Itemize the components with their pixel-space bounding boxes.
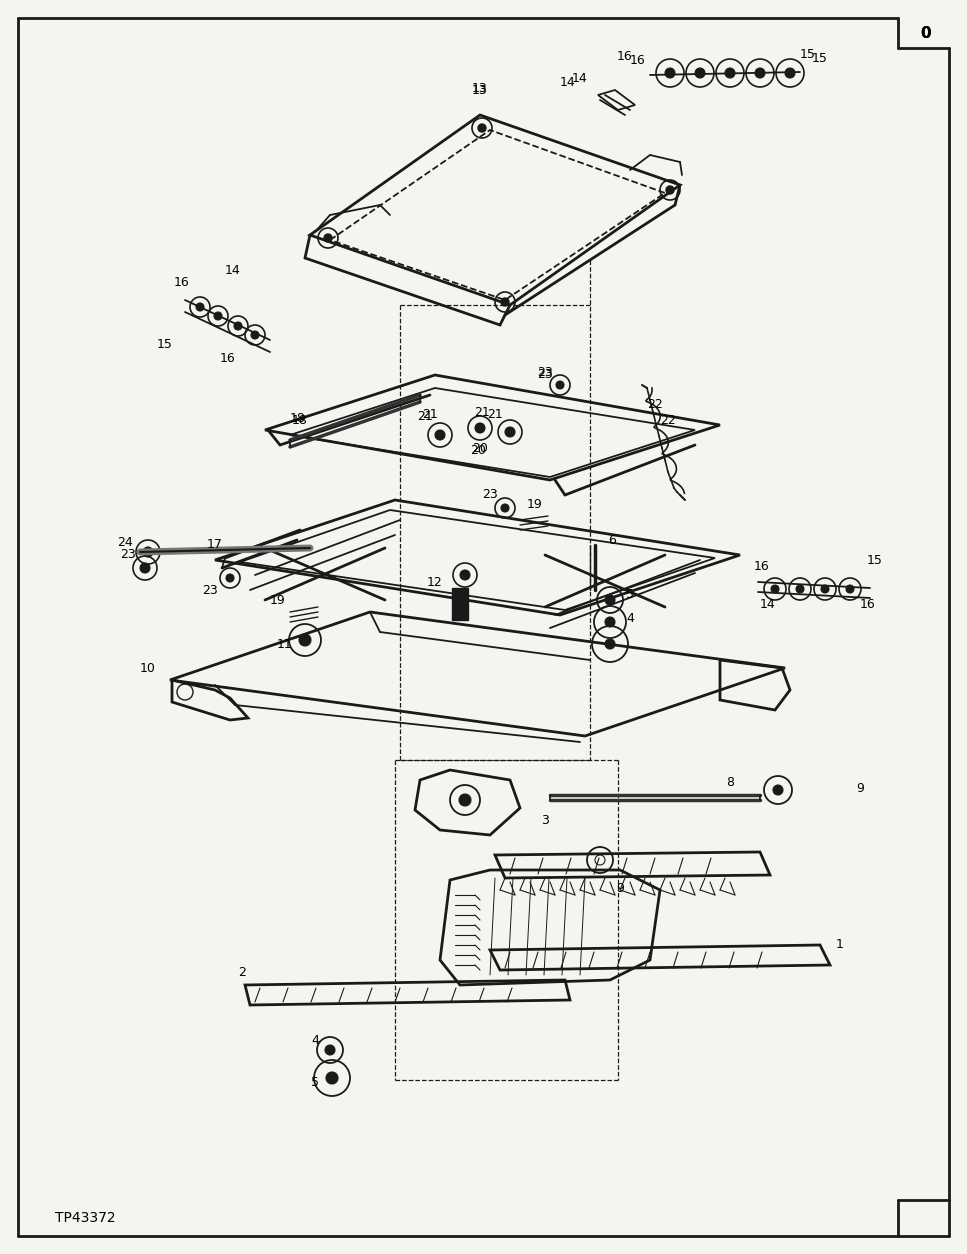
Circle shape	[459, 794, 471, 806]
Text: 24: 24	[117, 535, 132, 548]
Text: 19: 19	[270, 593, 286, 607]
Text: 23: 23	[483, 489, 498, 502]
Circle shape	[214, 312, 222, 320]
Text: 22: 22	[647, 399, 662, 411]
Text: 18: 18	[292, 414, 308, 426]
Text: 9: 9	[616, 882, 624, 894]
Circle shape	[605, 594, 615, 604]
Text: 14: 14	[760, 597, 776, 611]
Text: 20: 20	[472, 441, 488, 454]
Text: 15: 15	[867, 553, 883, 567]
Text: 15: 15	[157, 339, 173, 351]
Text: 20: 20	[470, 444, 486, 456]
Text: 21: 21	[423, 409, 438, 421]
Circle shape	[299, 635, 311, 646]
Text: 11: 11	[278, 638, 293, 652]
Text: 16: 16	[220, 351, 236, 365]
Circle shape	[605, 617, 615, 627]
Circle shape	[326, 1072, 338, 1083]
Circle shape	[460, 571, 470, 581]
Text: 21: 21	[487, 409, 503, 421]
Text: 16: 16	[630, 54, 646, 66]
Text: 9: 9	[856, 781, 864, 795]
Text: 1: 1	[836, 938, 844, 952]
Circle shape	[143, 547, 153, 557]
Text: 23: 23	[537, 367, 553, 380]
Text: 10: 10	[140, 662, 156, 675]
Circle shape	[556, 381, 564, 389]
Circle shape	[725, 68, 735, 78]
Circle shape	[755, 68, 765, 78]
Circle shape	[234, 322, 242, 330]
Text: 16: 16	[860, 597, 876, 611]
Circle shape	[785, 68, 795, 78]
Text: 0: 0	[921, 25, 931, 40]
Text: 22: 22	[660, 414, 676, 426]
Text: 19: 19	[527, 499, 542, 512]
Circle shape	[605, 640, 615, 650]
Text: 6: 6	[608, 533, 616, 547]
Circle shape	[140, 563, 150, 573]
Text: 4: 4	[311, 1033, 319, 1047]
Circle shape	[435, 430, 445, 440]
Text: 3: 3	[542, 814, 549, 826]
Circle shape	[846, 586, 854, 593]
Circle shape	[666, 186, 674, 194]
Text: 21: 21	[474, 406, 490, 420]
Circle shape	[324, 234, 332, 242]
Text: 13: 13	[472, 82, 488, 94]
Text: 23: 23	[120, 548, 136, 562]
Circle shape	[695, 68, 705, 78]
Text: 16: 16	[754, 559, 770, 573]
Text: 16: 16	[174, 276, 190, 288]
Bar	[452, 588, 468, 619]
Circle shape	[478, 124, 486, 132]
Text: 21: 21	[417, 410, 433, 424]
Circle shape	[773, 785, 783, 795]
Text: 4: 4	[626, 612, 634, 624]
Circle shape	[475, 423, 485, 433]
Text: 16: 16	[617, 50, 632, 64]
Text: 15: 15	[800, 49, 816, 61]
Circle shape	[196, 303, 204, 311]
Text: 14: 14	[572, 71, 588, 84]
Text: 18: 18	[290, 411, 306, 425]
Text: 17: 17	[207, 538, 223, 552]
Circle shape	[821, 586, 829, 593]
Circle shape	[505, 428, 515, 436]
Circle shape	[501, 298, 509, 306]
Text: 0: 0	[921, 25, 931, 40]
Text: 5: 5	[626, 588, 634, 602]
Text: 14: 14	[225, 263, 241, 276]
Circle shape	[796, 586, 804, 593]
Circle shape	[226, 574, 234, 582]
Text: 14: 14	[560, 75, 576, 89]
Text: 5: 5	[311, 1076, 319, 1088]
Text: 15: 15	[812, 51, 828, 64]
Text: 13: 13	[472, 84, 488, 97]
Circle shape	[325, 1045, 335, 1055]
Circle shape	[251, 331, 259, 339]
Circle shape	[665, 68, 675, 78]
Text: TP43372: TP43372	[55, 1211, 116, 1225]
Text: 8: 8	[726, 776, 734, 790]
Text: 12: 12	[427, 576, 443, 588]
Text: 2: 2	[238, 966, 246, 978]
Text: 23: 23	[537, 365, 553, 379]
Circle shape	[501, 504, 509, 512]
Text: 23: 23	[202, 583, 218, 597]
Circle shape	[771, 586, 779, 593]
